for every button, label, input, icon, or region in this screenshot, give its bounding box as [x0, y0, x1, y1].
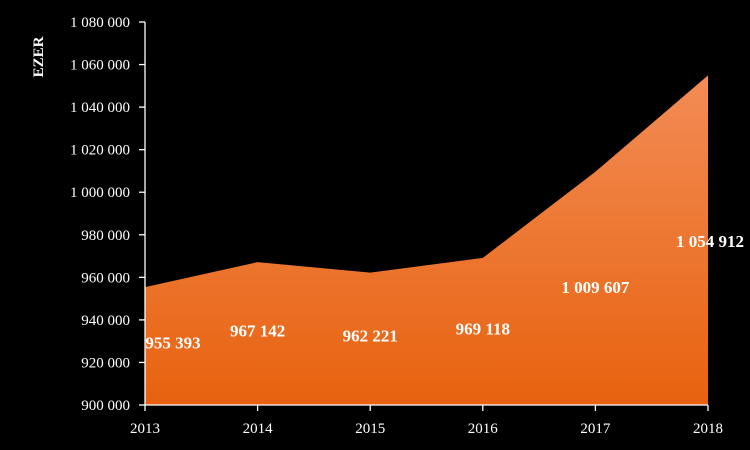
x-tick-label: 2017	[580, 421, 611, 437]
y-tick-label: 1 080 000	[70, 15, 130, 31]
y-tick-label: 920 000	[81, 355, 130, 371]
x-tick-label: 2018	[693, 421, 723, 437]
y-axis-title: EZER	[31, 36, 47, 77]
x-tick-label: 2015	[355, 421, 385, 437]
y-tick-label: 940 000	[81, 313, 130, 329]
data-label: 1 009 607	[561, 278, 630, 297]
x-tick-label: 2013	[130, 421, 160, 437]
y-tick-label: 900 000	[81, 398, 130, 414]
y-tick-label: 960 000	[81, 270, 130, 286]
x-tick-label: 2016	[468, 421, 499, 437]
data-label: 955 393	[145, 333, 200, 352]
y-tick-label: 980 000	[81, 228, 130, 244]
data-label: 1 054 912	[676, 232, 744, 251]
x-tick-label: 2014	[243, 421, 274, 437]
y-tick-label: 1 020 000	[70, 143, 130, 159]
y-tick-label: 1 000 000	[70, 185, 130, 201]
data-label: 962 221	[343, 326, 398, 345]
y-tick-label: 1 060 000	[70, 58, 130, 74]
y-tick-label: 1 040 000	[70, 100, 130, 116]
data-label: 969 118	[456, 319, 510, 338]
data-label: 967 142	[230, 321, 285, 340]
series-area	[145, 75, 708, 406]
